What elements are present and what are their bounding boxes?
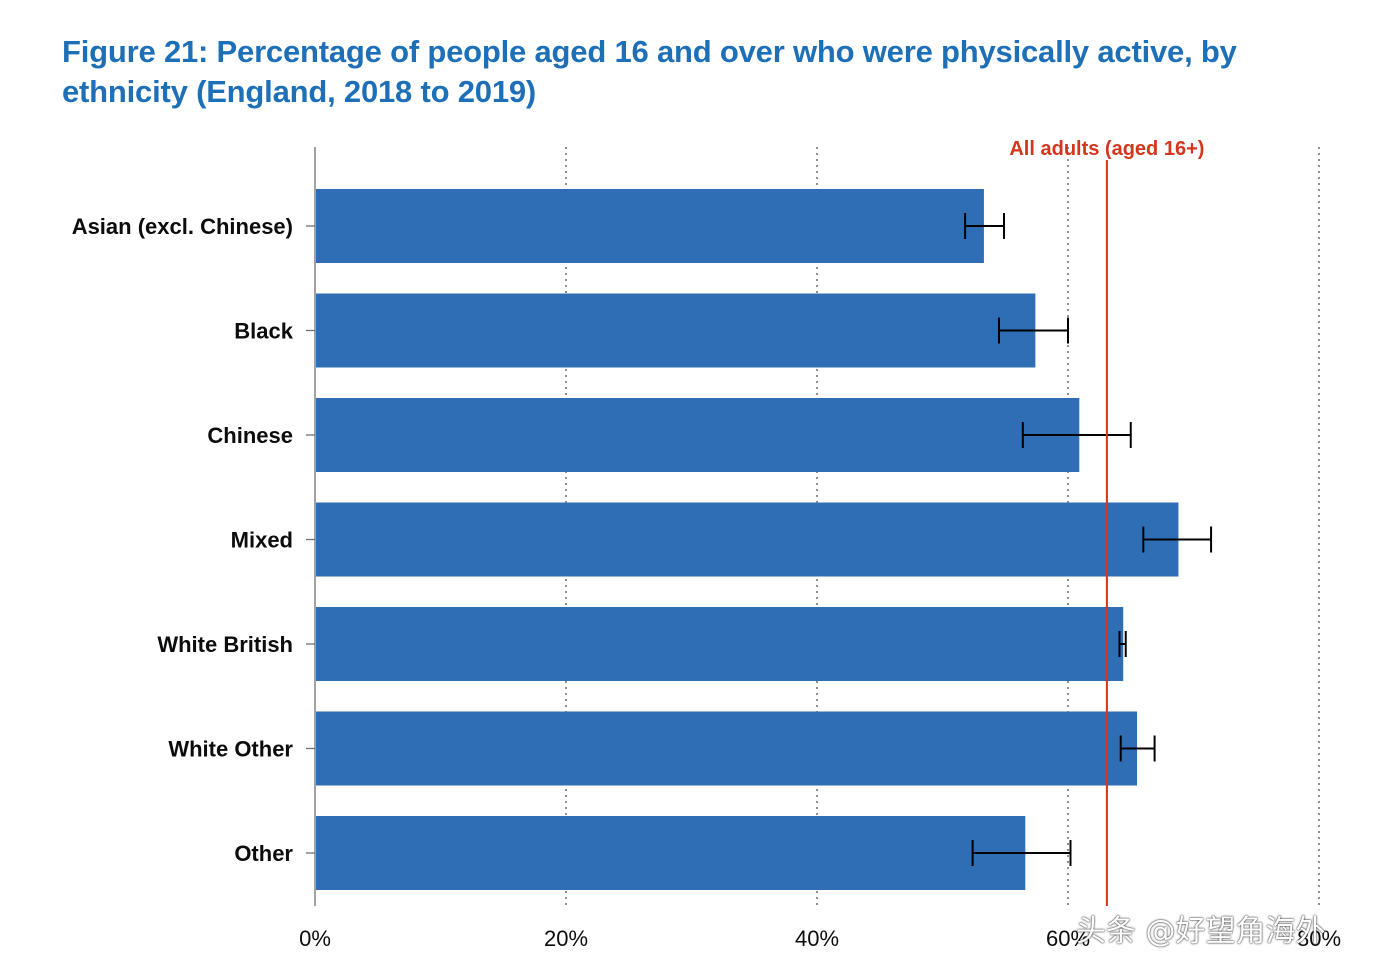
- axes: [306, 147, 316, 906]
- x-tick-label-60: 60%: [1046, 926, 1090, 951]
- error-bars: [964, 213, 1213, 866]
- bar-white-british: [316, 607, 1124, 681]
- x-tick-label-40: 40%: [795, 926, 839, 951]
- category-label-mixed: Mixed: [231, 528, 293, 553]
- bar-white-other: [316, 711, 1138, 786]
- category-label-other: Other: [234, 841, 293, 866]
- x-tick-label-80: 80%: [1297, 926, 1341, 951]
- bar-black: [316, 293, 1036, 368]
- category-label-black: Black: [234, 319, 293, 344]
- x-tick-label-20: 20%: [544, 926, 588, 951]
- error-bar-mixed: [1142, 526, 1213, 553]
- chart-title: Figure 21: Percentage of people aged 16 …: [62, 34, 1237, 109]
- category-label-asian-excl-chinese: Asian (excl. Chinese): [72, 214, 293, 239]
- error-bar-black: [997, 317, 1069, 344]
- reference-line-group: All adults (aged 16+): [1009, 138, 1204, 906]
- labels: 0% 20% 40% 60% 80% Asian (excl. Chinese) Black…: [72, 214, 1341, 951]
- watermark: 头条 @好望角海外: [1076, 914, 1326, 949]
- bar-mixed: [316, 502, 1179, 577]
- category-label-white-other: White Other: [168, 737, 293, 762]
- reference-line-label: All adults (aged 16+): [1009, 138, 1204, 160]
- bars: [316, 189, 1179, 890]
- category-label-chinese: Chinese: [207, 423, 293, 448]
- bar-asian-excl-chinese: [316, 189, 984, 263]
- bar-other: [316, 816, 1026, 890]
- error-bar-white-british: [1118, 631, 1127, 657]
- x-tick-label-0: 0%: [299, 926, 331, 951]
- error-bar-white-other: [1119, 735, 1156, 762]
- error-bar-chinese: [1021, 422, 1132, 448]
- error-bar-other: [971, 840, 1072, 866]
- error-bar-asian-excl-chinese: [964, 213, 1005, 239]
- bar-chinese: [316, 398, 1080, 472]
- category-label-white-british: White British: [157, 632, 293, 657]
